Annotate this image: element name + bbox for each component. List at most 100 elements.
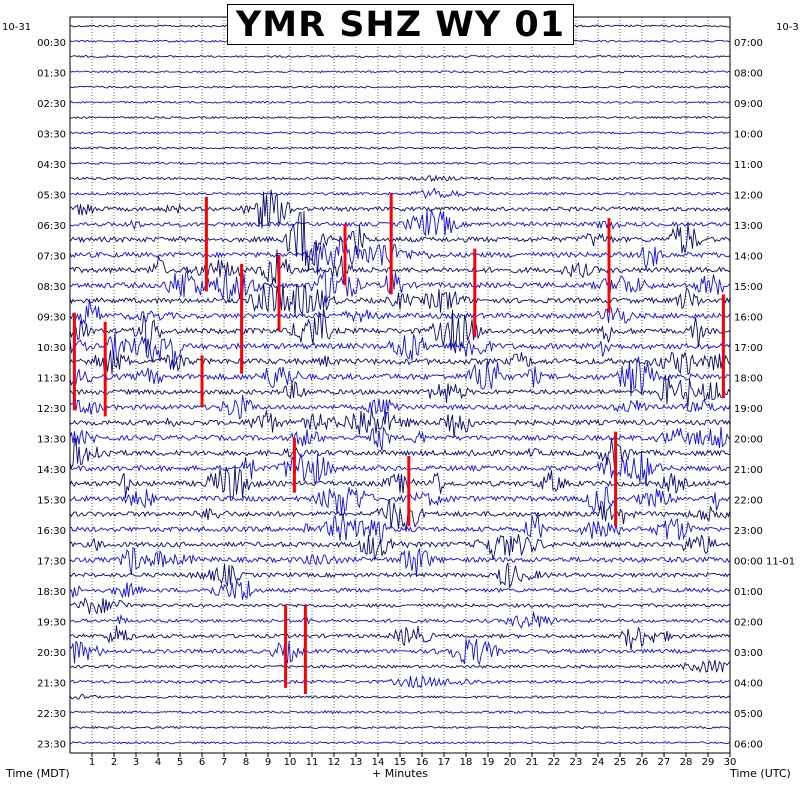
- trace-row: [69, 625, 731, 651]
- minute-tick-label: 27: [658, 757, 671, 768]
- right-time-tick: 06:00: [734, 740, 763, 751]
- minute-tick-label: 4: [155, 757, 161, 768]
- x-axis-label: + Minutes: [372, 767, 429, 780]
- trace-row: [69, 498, 731, 532]
- minute-tick-label: 16: [416, 757, 429, 768]
- minute-tick-label: 29: [702, 757, 715, 768]
- left-time-tick: 03:30: [37, 130, 66, 141]
- left-axis-label: Time (MDT): [6, 767, 70, 780]
- minute-tick-label: 19: [482, 757, 495, 768]
- minute-tick-label: 14: [372, 757, 385, 768]
- trace-row: [69, 741, 731, 745]
- minute-tick-label: 26: [636, 757, 649, 768]
- minute-tick-label: 24: [592, 757, 605, 768]
- right-time-tick: 08:00: [734, 69, 763, 80]
- left-time-tick: 05:30: [37, 191, 66, 202]
- event-mark: [240, 263, 244, 374]
- chart-title-box: YMR SHZ WY 01: [227, 4, 574, 45]
- minute-tick-label: 23: [570, 757, 583, 768]
- right-time-tick: 02:00: [734, 618, 763, 629]
- trace-row: [69, 70, 731, 74]
- right-time-tick: 14:00: [734, 252, 763, 263]
- left-time-tick: 01:30: [37, 69, 66, 80]
- trace-row: [69, 131, 731, 135]
- minute-tick-label: 2: [111, 757, 117, 768]
- trace-row: [69, 534, 731, 561]
- left-time-tick: 11:30: [37, 374, 66, 385]
- trace-row: [69, 356, 731, 397]
- minute-tick-label: 13: [350, 757, 363, 768]
- left-time-tick: 12:30: [37, 404, 66, 415]
- event-mark: [103, 321, 107, 417]
- trace-row: [69, 465, 731, 501]
- minute-tick-label: 20: [504, 757, 517, 768]
- event-mark: [389, 193, 393, 295]
- trace-row: [69, 187, 731, 199]
- left-time-tick: 08:30: [37, 282, 66, 293]
- trace-row: [69, 437, 731, 469]
- trace-row: [69, 513, 731, 545]
- date-label-left: 10-31: [2, 22, 32, 33]
- event-mark: [721, 294, 725, 399]
- trace-row: [69, 562, 731, 589]
- trace-row: [69, 209, 731, 237]
- trace-row: [69, 638, 731, 666]
- minute-tick-label: 10: [284, 757, 297, 768]
- trace-row: [69, 146, 731, 150]
- minute-tick-label: 22: [548, 757, 561, 768]
- trace-row: [69, 54, 731, 59]
- trace-row: [69, 659, 731, 674]
- chart-title: YMR SHZ WY 01: [235, 4, 566, 45]
- right-time-tick: 21:00: [734, 465, 763, 476]
- right-time-tick: 22:00: [734, 496, 763, 507]
- minute-tick-label: 18: [460, 757, 473, 768]
- trace-row: [69, 249, 731, 291]
- minute-tick-label: 1: [89, 757, 95, 768]
- trace-row: [69, 210, 731, 272]
- event-mark: [614, 431, 618, 527]
- trace-row: [69, 408, 731, 438]
- trace-row: [69, 547, 731, 577]
- right-axis-label: Time (UTC): [730, 767, 791, 780]
- trace-row: [69, 674, 731, 689]
- minute-tick-label: 5: [177, 757, 183, 768]
- trace-row: [69, 693, 731, 700]
- left-time-tick: 07:30: [37, 252, 66, 263]
- right-time-tick: 10:00: [734, 130, 763, 141]
- minute-tick-label: 30: [724, 757, 737, 768]
- trace-row: [69, 597, 731, 615]
- trace-row: [69, 282, 731, 317]
- trace-row: [69, 308, 731, 354]
- right-time-tick: 04:00: [734, 679, 763, 690]
- event-mark: [72, 312, 76, 411]
- trace-row: [69, 709, 731, 715]
- date-label-right: 10-3: [776, 22, 799, 33]
- event-mark: [303, 605, 307, 694]
- left-time-tick: 16:30: [37, 526, 66, 537]
- minute-tick-label: 21: [526, 757, 539, 768]
- left-time-tick: 23:30: [37, 740, 66, 751]
- left-time-tick: 22:30: [37, 709, 66, 720]
- event-mark: [343, 224, 347, 286]
- event-mark: [407, 456, 411, 527]
- right-time-tick: 11:00: [734, 160, 763, 171]
- left-time-tick: 13:30: [37, 435, 66, 446]
- event-mark: [277, 254, 281, 331]
- left-time-axis: 00:30 01:30 02:30 03:30 04:30 05:30 06:30 07:30…: [37, 38, 66, 751]
- left-time-tick: 02:30: [37, 99, 66, 110]
- trace-row: [69, 450, 731, 487]
- minute-tick-label: 17: [438, 757, 451, 768]
- trace-row: [69, 161, 731, 165]
- right-time-tick: 19:00: [734, 404, 763, 415]
- right-time-tick: 12:00: [734, 191, 763, 202]
- trace-row: [69, 189, 731, 229]
- left-time-tick: 19:30: [37, 618, 66, 629]
- minute-tick-label: 12: [328, 757, 341, 768]
- minute-tick-label: 8: [243, 757, 249, 768]
- trace-row: [69, 85, 731, 89]
- event-mark: [284, 605, 288, 688]
- right-time-axis: 07:00 08:00 09:00 10:00 11:00 12:00 13:00 14:00…: [734, 38, 795, 751]
- left-time-tick: 00:30: [37, 38, 66, 49]
- trace-row: [69, 299, 731, 326]
